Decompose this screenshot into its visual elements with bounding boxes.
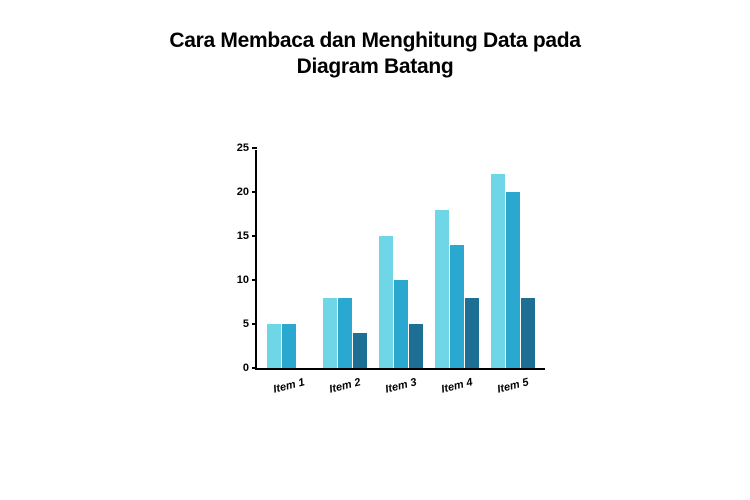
ytick-mark xyxy=(252,279,257,281)
ytick-mark xyxy=(252,191,257,193)
bar xyxy=(282,324,296,368)
xtick-label: Item 4 xyxy=(440,376,474,395)
bar xyxy=(338,298,352,368)
bar-group: Item 2 xyxy=(323,298,367,368)
bar xyxy=(491,174,505,368)
bar xyxy=(379,236,393,368)
bar xyxy=(506,192,520,368)
bar-groups: Item 1 Item 2 Item 3 Item 4 Item 5 xyxy=(257,150,545,368)
bar xyxy=(267,324,281,368)
bar-group: Item 3 xyxy=(379,236,423,368)
bar xyxy=(409,324,423,368)
page-title: Cara Membaca dan Menghitung Data pada Di… xyxy=(0,0,750,81)
ytick-mark xyxy=(252,323,257,325)
bar xyxy=(323,298,337,368)
bar xyxy=(521,298,535,368)
title-line-2: Diagram Batang xyxy=(297,55,454,78)
bar-chart: Item 1Item 2Item 3Item 4Item 5 051015202… xyxy=(225,150,545,410)
xtick-label: Item 2 xyxy=(328,376,362,395)
title-line-1: Cara Membaca dan Menghitung Data pada xyxy=(169,29,580,52)
ytick-mark xyxy=(252,235,257,237)
ytick-mark xyxy=(252,147,257,149)
ytick-mark xyxy=(252,367,257,369)
bar-group: Item 5 xyxy=(491,174,535,368)
bar-group: Item 4 xyxy=(435,210,479,368)
xtick-label: Item 3 xyxy=(384,376,418,395)
xtick-label: Item 1 xyxy=(272,376,306,395)
bar xyxy=(450,245,464,368)
bar xyxy=(435,210,449,368)
bar xyxy=(465,298,479,368)
bar xyxy=(394,280,408,368)
bar-group: Item 1 xyxy=(267,324,311,368)
xtick-label: Item 5 xyxy=(496,376,530,395)
bar xyxy=(353,333,367,368)
plot-area: Item 1Item 2Item 3Item 4Item 5 051015202… xyxy=(255,150,545,370)
